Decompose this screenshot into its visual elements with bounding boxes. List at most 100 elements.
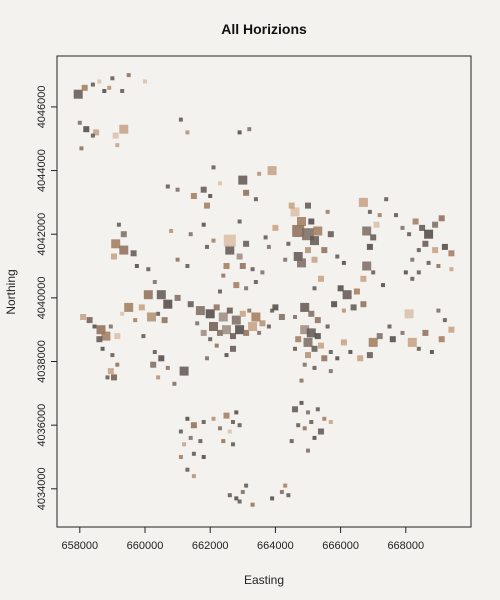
data-point [257, 330, 262, 335]
data-point [130, 250, 137, 257]
data-point [328, 369, 333, 374]
data-point [97, 79, 102, 84]
data-point [101, 331, 111, 341]
data-point [305, 247, 311, 254]
data-point [362, 226, 372, 236]
data-point [188, 232, 193, 237]
data-point [305, 202, 311, 209]
data-point [231, 442, 235, 447]
data-point [306, 410, 310, 415]
data-point [158, 355, 165, 362]
data-point [102, 89, 107, 93]
data-point [250, 267, 255, 272]
data-point [290, 207, 300, 217]
data-point [259, 320, 266, 327]
data-point [366, 243, 373, 250]
data-point [105, 375, 110, 380]
data-point [371, 270, 376, 275]
data-point [267, 166, 277, 176]
data-point [93, 129, 100, 136]
data-point [340, 339, 347, 346]
data-point [312, 435, 317, 440]
data-point [240, 490, 245, 494]
data-point [187, 301, 194, 308]
x-tick-label: 660000 [127, 540, 164, 552]
data-point [404, 309, 414, 319]
x-tick-label: 658000 [61, 540, 98, 552]
data-point [253, 197, 258, 202]
data-point [314, 333, 321, 340]
data-point [253, 280, 258, 284]
data-point [384, 197, 389, 202]
data-point [223, 263, 230, 269]
data-point [448, 250, 455, 257]
plot-area [56, 55, 472, 528]
data-point [296, 423, 301, 428]
data-point [416, 346, 421, 351]
data-point [146, 267, 151, 272]
data-point [357, 355, 364, 362]
data-point [318, 428, 324, 435]
data-point [120, 231, 127, 238]
data-point [143, 79, 147, 84]
data-point [235, 325, 245, 335]
data-point [83, 126, 90, 133]
data-point [311, 345, 318, 352]
x-tick-label: 664000 [257, 540, 294, 552]
data-point [283, 257, 288, 262]
data-point [247, 127, 252, 132]
y-tick-label: 4042000 [36, 213, 48, 256]
data-point [436, 308, 441, 313]
data-point [295, 336, 302, 343]
data-point [292, 225, 305, 237]
data-point [373, 221, 380, 228]
data-point [107, 368, 114, 375]
data-point [92, 324, 97, 329]
data-point [297, 217, 306, 226]
data-point [108, 324, 113, 329]
data-point [283, 483, 288, 488]
data-point [169, 229, 174, 233]
data-point [412, 218, 419, 225]
data-point [300, 325, 310, 335]
data-point [313, 226, 323, 236]
data-point [79, 146, 84, 151]
data-point [96, 325, 106, 335]
data-point [198, 439, 203, 444]
data-point [243, 329, 250, 336]
data-point [163, 299, 173, 309]
data-point [368, 337, 378, 347]
data-point [227, 429, 232, 434]
x-tick-label: 666000 [322, 540, 359, 552]
data-point [238, 175, 248, 185]
data-point [416, 248, 421, 253]
data-point [286, 241, 291, 246]
data-point [211, 238, 216, 243]
data-point [205, 309, 215, 319]
data-point [204, 202, 210, 209]
data-point [156, 290, 166, 300]
data-point [239, 263, 246, 269]
data-point [278, 314, 285, 320]
data-point [77, 120, 82, 125]
data-point [358, 197, 368, 207]
data-point [335, 254, 340, 259]
data-point [270, 496, 275, 501]
data-point [86, 317, 93, 324]
data-point [302, 362, 307, 367]
data-point [195, 321, 200, 326]
data-point [191, 451, 196, 456]
data-point [119, 124, 129, 134]
data-point [327, 231, 334, 238]
data-point [321, 247, 328, 254]
data-point [432, 221, 439, 228]
data-point [293, 346, 297, 351]
data-point [288, 202, 295, 209]
data-point [387, 324, 392, 329]
data-point [190, 422, 197, 429]
data-point [442, 318, 447, 323]
data-point [438, 215, 445, 222]
data-point [124, 302, 134, 312]
data-point [110, 76, 115, 81]
data-point [348, 350, 353, 354]
